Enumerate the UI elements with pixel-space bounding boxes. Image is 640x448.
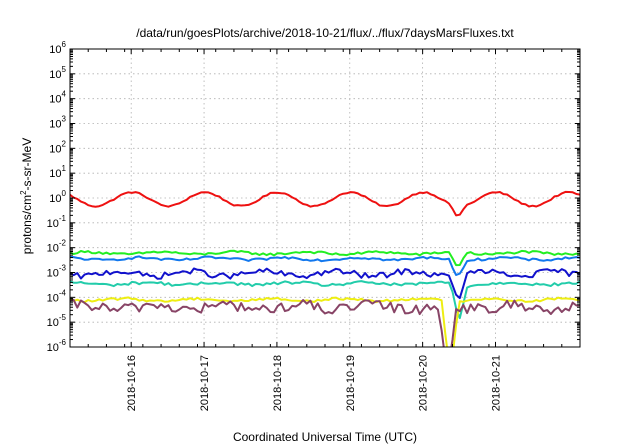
x-tick-label: 2018-10-21 [490,355,502,411]
y-tick-label: 10-1 [47,214,67,230]
series-line [70,249,580,267]
y-axis-ticks: 10-6 10-5 10-4 10-3 10-2 10-1 100 101 102 103 104 1… [47,40,580,354]
series-line [70,296,580,347]
y-tick-label: 103 [49,115,66,131]
y-tick-label: 100 [49,189,66,205]
x-tick-label: 2018-10-16 [126,355,138,411]
series-line [70,280,580,320]
series-line [70,190,580,217]
x-tick-label: 2018-10-18 [272,355,284,411]
y-tick-label: 106 [49,40,66,56]
y-axis-label-rest: -s-sr-MeV [20,138,34,191]
y-tick-label: 105 [49,65,66,81]
y-tick-label: 10-6 [47,338,67,354]
x-tick-label: 2018-10-19 [345,355,357,411]
y-tick-label: 10-3 [47,264,67,280]
x-tick-label: 2018-10-20 [418,355,430,411]
series-layer [70,190,580,347]
chart-title: /data/run/goesPlots/archive/2018-10-21/f… [136,26,514,40]
x-axis-ticks: 2018-10-16 2018-10-17 2018-10-18 2018-10-19… [69,49,581,411]
y-tick-label: 104 [49,90,66,106]
y-tick-label: 10-5 [47,313,67,329]
series-line [70,298,580,347]
y-tick-label: 10-2 [47,239,67,255]
y-axis-label: protons/cm2-s-sr-MeV [19,138,34,254]
y-tick-label: 102 [49,139,66,155]
y-axis-label-base: protons/cm [20,195,34,254]
series-line [70,267,580,300]
y-tick-label: 101 [49,164,66,180]
y-tick-label: 10-4 [47,288,67,304]
x-axis-label: Coordinated Universal Time (UTC) [233,430,417,444]
grid [70,49,580,347]
series-line [70,255,580,276]
y-axis-label-sup: 2 [19,190,28,195]
x-tick-label: 2018-10-17 [199,355,211,411]
